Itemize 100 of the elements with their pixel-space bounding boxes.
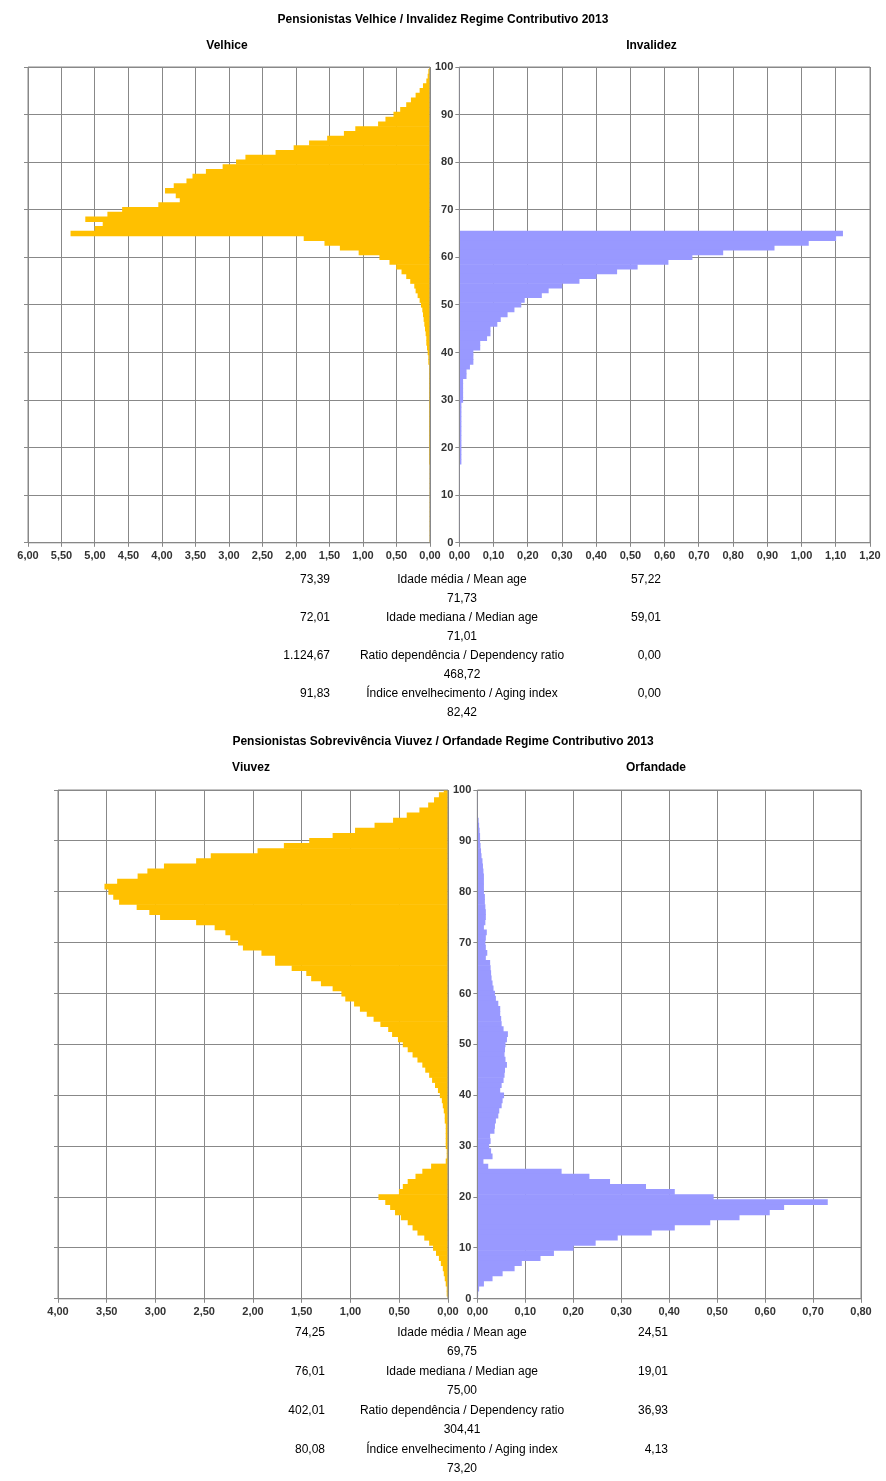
y-tick-label: 20	[459, 1190, 472, 1203]
text: 80,08	[294, 1442, 325, 1456]
x-tick-label: 4,00	[151, 549, 173, 562]
text: 71,01	[446, 629, 478, 643]
text: Idade mediana / Median age	[385, 1364, 539, 1378]
y-tick-label: 0	[465, 1291, 472, 1304]
x-tick-label: 0,10	[514, 1305, 537, 1318]
text: Idade média / Mean age	[397, 572, 527, 586]
text: 57,22	[630, 572, 661, 586]
y-tick-label: 10	[441, 488, 454, 501]
y-tick-label: 20	[441, 440, 454, 453]
y-tick-label: 50	[441, 297, 454, 310]
text: 59,01	[630, 610, 661, 624]
x-tick-label: 5,50	[50, 549, 73, 562]
y-tick-label: 10	[459, 1240, 472, 1253]
text: Ratio dependência / Dependency ratio	[359, 648, 565, 662]
x-tick-label: 4,50	[117, 549, 140, 562]
x-tick-label: 0,00	[437, 1305, 459, 1318]
y-tick-label: 70	[441, 202, 454, 215]
text: 71,73	[446, 591, 478, 605]
x-tick-label: 1,00	[790, 549, 813, 562]
x-tick-label: 0,70	[802, 1305, 824, 1318]
text: Índice envelhecimento / Aging index	[366, 1442, 558, 1456]
x-tick-label: 3,00	[218, 549, 240, 562]
x-tick-label: 0,60	[653, 549, 676, 562]
text: 73,39	[299, 572, 330, 586]
y-tick-label: 90	[441, 107, 454, 120]
text: 0,00	[637, 686, 661, 700]
text: 468,72	[442, 667, 482, 681]
text: 82,42	[446, 705, 478, 719]
y-tick-label: 40	[459, 1088, 472, 1101]
text: 91,83	[299, 686, 330, 700]
x-tick-label: 0,40	[585, 549, 607, 562]
x-tick-label: 3,00	[144, 1305, 167, 1318]
y-tick-label: 80	[441, 155, 454, 168]
x-tick-label: 2,00	[285, 549, 307, 562]
x-tick-label: 0,30	[551, 549, 573, 562]
text: 0,00	[637, 648, 661, 662]
x-tick-label: 0,50	[619, 549, 642, 562]
y-tick-label: 0	[447, 535, 454, 548]
text: 402,01	[288, 1403, 325, 1417]
x-tick-label: 0,00	[466, 1305, 489, 1318]
text: 4,13	[644, 1442, 668, 1456]
x-tick-label: 1,50	[318, 549, 341, 562]
y-tick-label: 40	[441, 345, 454, 358]
x-tick-label: 6,00	[17, 549, 39, 562]
text: Ratio dependência / Dependency ratio	[359, 1403, 565, 1417]
text: 75,00	[446, 1383, 478, 1397]
x-tick-label: 1,10	[825, 549, 847, 562]
x-tick-label: 0,70	[688, 549, 710, 562]
y-tick-label: 70	[459, 935, 472, 948]
x-tick-label: 2,50	[251, 549, 274, 562]
y-tick-label: 30	[441, 393, 454, 406]
x-tick-label: 0,90	[756, 549, 779, 562]
text: 1.124,67	[283, 648, 330, 662]
y-tick-label: 50	[459, 1037, 472, 1050]
chart-title: Pensionistas Sobrevivência Viuvez / Orfandade Regime Contributivo 2013	[231, 734, 655, 748]
chart-subtitle: Orfandade	[625, 760, 687, 774]
x-tick-label: 0,40	[658, 1305, 680, 1318]
text: 74,25	[294, 1325, 325, 1339]
x-tick-label: 0,00	[419, 549, 441, 562]
y-tick-label: 100	[434, 60, 454, 73]
y-tick-label: 60	[459, 986, 472, 999]
y-tick-label: 100	[452, 783, 472, 796]
x-tick-label: 1,00	[352, 549, 374, 562]
text: 24,51	[637, 1325, 668, 1339]
text: 304,41	[442, 1422, 482, 1436]
text: Idade mediana / Median age	[385, 610, 539, 624]
text: 72,01	[299, 610, 330, 624]
x-tick-label: 1,20	[859, 549, 881, 562]
x-tick-label: 5,00	[84, 549, 106, 562]
text: 19,01	[637, 1364, 668, 1378]
chart-subtitle: Velhice	[205, 38, 249, 52]
x-tick-label: 0,80	[850, 1305, 872, 1318]
y-tick-label: 60	[441, 250, 454, 263]
x-tick-label: 0,60	[754, 1305, 776, 1318]
text: 76,01	[294, 1364, 325, 1378]
x-tick-label: 1,00	[339, 1305, 362, 1318]
x-tick-label: 0,00	[448, 549, 471, 562]
y-tick-label: 80	[459, 884, 472, 897]
y-tick-label: 30	[459, 1139, 472, 1152]
x-tick-label: 2,50	[193, 1305, 215, 1318]
x-tick-label: 0,50	[385, 549, 408, 562]
x-tick-label: 0,10	[482, 549, 505, 562]
x-tick-label: 0,80	[722, 549, 744, 562]
x-tick-label: 3,50	[184, 549, 207, 562]
text: Índice envelhecimento / Aging index	[366, 686, 558, 700]
text: 69,75	[446, 1344, 478, 1358]
x-tick-label: 0,30	[610, 1305, 632, 1318]
x-tick-label: 4,00	[47, 1305, 69, 1318]
x-tick-label: 3,50	[96, 1305, 118, 1318]
x-tick-label: 0,20	[517, 549, 539, 562]
text: 36,93	[637, 1403, 668, 1417]
text: 73,20	[446, 1461, 478, 1475]
chart-subtitle: Invalidez	[625, 38, 678, 52]
x-tick-label: 2,00	[242, 1305, 264, 1318]
x-tick-label: 0,50	[706, 1305, 728, 1318]
chart-title: Pensionistas Velhice / Invalidez Regime Contributivo 2013	[276, 12, 610, 26]
chart-subtitle: Viuvez	[231, 760, 271, 774]
text: Idade média / Mean age	[397, 1325, 527, 1339]
